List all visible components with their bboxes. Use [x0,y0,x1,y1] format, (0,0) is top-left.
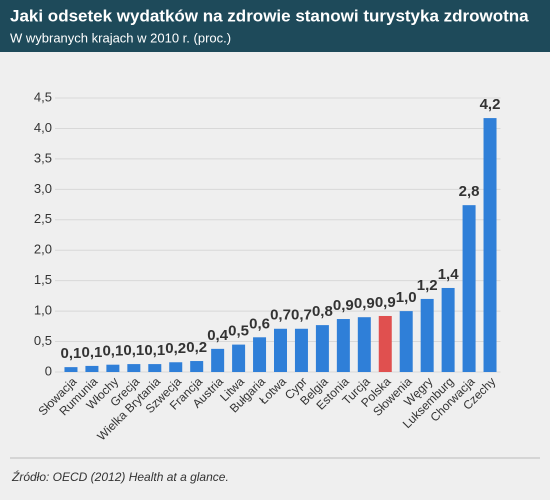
y-tick-label: 4,5 [34,89,52,104]
value-label: 0,1 [102,343,123,360]
value-label: 0,4 [207,327,229,344]
value-label: 0,9 [333,297,354,314]
bar [315,325,329,372]
value-label: 0,2 [165,340,186,357]
value-label: 0,1 [123,342,144,359]
bar [399,311,413,372]
value-label: 4,2 [480,96,501,113]
y-tick-label: 4,0 [34,120,52,135]
value-label: 0,8 [312,303,333,320]
source: Źródło: OECD (2012) Health at a glance. [11,469,229,484]
y-tick-label: 1,0 [34,303,52,318]
bar [294,328,308,372]
value-label: 1,2 [417,277,438,294]
bar [64,367,78,372]
y-tick-label: 2,5 [34,211,52,226]
value-label: 0,6 [249,315,270,332]
bar [253,337,267,372]
value-label: 1,0 [396,289,417,306]
header [0,0,550,52]
bar [483,118,497,373]
y-tick-label: 0 [45,363,52,378]
value-label: 0,5 [228,323,249,340]
value-label: 0,1 [61,345,82,362]
value-label: 0,2 [186,339,207,356]
y-tick-label: 0,5 [34,333,52,348]
bar [378,315,392,372]
chart-title: Jaki odsetek wydatków na zdrowie stanowi… [10,6,529,25]
value-label: 0,1 [81,344,102,361]
bar [85,365,99,372]
value-label: 1,4 [438,266,460,283]
bar [420,298,434,372]
value-label: 0,7 [270,307,291,324]
bar [169,362,183,372]
bar [211,348,225,372]
value-label: 0,9 [375,294,396,311]
bar [127,364,141,372]
y-tick-label: 3,0 [34,181,52,196]
bar [190,361,204,372]
value-label: 0,7 [291,307,312,324]
y-tick-label: 2,0 [34,242,52,257]
bar [336,319,350,372]
value-label: 2,8 [459,183,480,200]
y-tick-label: 1,5 [34,272,52,287]
bar [357,317,371,372]
value-label: 0,1 [144,342,165,359]
bar [441,287,455,372]
bar [462,205,476,372]
bar [232,344,246,372]
bar [148,364,162,372]
y-tick-label: 3,5 [34,150,52,165]
chart-subtitle: W wybranych krajach w 2010 r. (proc.) [10,30,231,45]
bar [274,328,287,372]
value-label: 0,9 [354,295,375,312]
bar [106,364,120,372]
